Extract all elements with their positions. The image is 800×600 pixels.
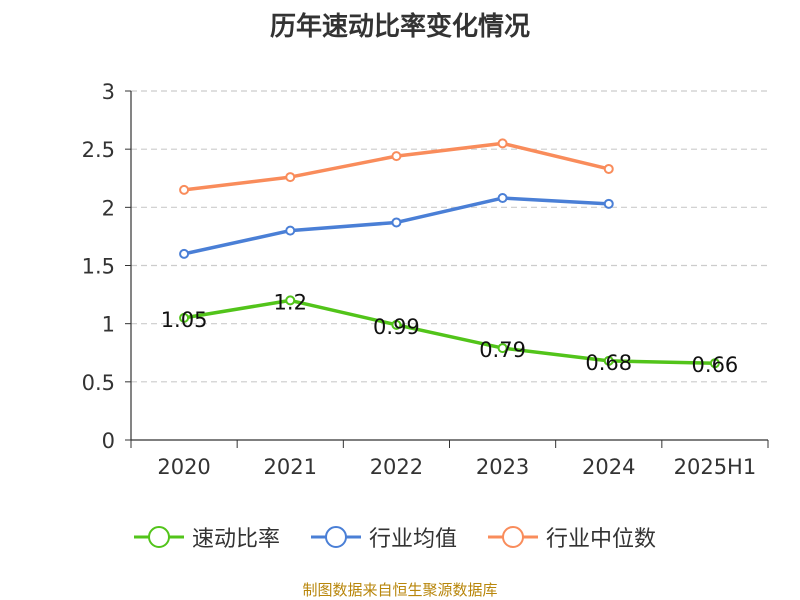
y-tick-label: 2.5 bbox=[82, 138, 115, 162]
data-label: 0.99 bbox=[373, 315, 420, 339]
y-tick-label: 0 bbox=[102, 429, 115, 453]
data-label: 0.68 bbox=[585, 351, 632, 375]
legend-line-circle-icon bbox=[488, 526, 538, 548]
x-tick-label: 2020 bbox=[157, 455, 210, 479]
data-point bbox=[179, 248, 190, 259]
axes: 0 0.5 1 1.5 2 2.5 3 2020 2021 2022 2023 2024 2025H1 bbox=[82, 80, 769, 479]
source-footer: 制图数据来自恒生聚源数据库 bbox=[302, 581, 498, 599]
legend-item[interactable]: 速动比率 bbox=[134, 521, 280, 553]
data-label: 0.79 bbox=[479, 338, 526, 362]
data-point bbox=[391, 151, 402, 162]
grid-lines bbox=[131, 90, 768, 383]
x-tick-label: 2024 bbox=[582, 455, 635, 479]
legend-line-circle-icon bbox=[134, 526, 184, 548]
x-tick-label: 2022 bbox=[370, 455, 423, 479]
x-tick-label: 2023 bbox=[476, 455, 529, 479]
data-point bbox=[285, 295, 296, 306]
data-point bbox=[179, 312, 190, 323]
data-point bbox=[709, 358, 720, 369]
data-point bbox=[497, 343, 508, 354]
y-tick-label: 1 bbox=[102, 313, 115, 337]
series-line bbox=[183, 141, 610, 192]
series bbox=[179, 138, 720, 369]
data-point bbox=[497, 193, 508, 204]
data-point bbox=[179, 184, 190, 195]
data-point bbox=[603, 163, 614, 174]
data-point bbox=[603, 355, 614, 366]
data-point bbox=[391, 319, 402, 330]
y-tick-label: 2 bbox=[102, 196, 115, 220]
data-point bbox=[285, 225, 296, 236]
series-line bbox=[183, 298, 715, 365]
data-label: 0.66 bbox=[692, 353, 739, 377]
legend-label: 行业中位数 bbox=[546, 527, 657, 552]
legend-line-circle-icon bbox=[311, 526, 361, 548]
y-tick-label: 1.5 bbox=[82, 255, 115, 279]
legend-label: 速动比率 bbox=[192, 527, 281, 552]
chart-title: 历年速动比率变化情况 bbox=[269, 12, 530, 42]
data-point bbox=[497, 138, 508, 149]
y-tick-label: 0.5 bbox=[82, 371, 115, 395]
data-point bbox=[391, 217, 402, 228]
legend-label: 行业均值 bbox=[369, 527, 458, 552]
legend: 速动比率 行业均值 行业中位数 bbox=[0, 521, 800, 553]
x-tick-label: 2021 bbox=[264, 455, 317, 479]
data-label: 1.2 bbox=[274, 290, 307, 314]
data-label: 1.05 bbox=[161, 308, 208, 332]
y-tick-label: 3 bbox=[102, 80, 115, 104]
data-labels: 1.05 1.2 0.99 0.79 0.68 0.66 bbox=[161, 290, 739, 377]
data-point bbox=[603, 198, 614, 209]
legend-item[interactable]: 行业中位数 bbox=[488, 521, 656, 553]
x-tick-label: 2025H1 bbox=[674, 455, 757, 479]
legend-item[interactable]: 行业均值 bbox=[311, 521, 457, 553]
data-point bbox=[285, 172, 296, 183]
